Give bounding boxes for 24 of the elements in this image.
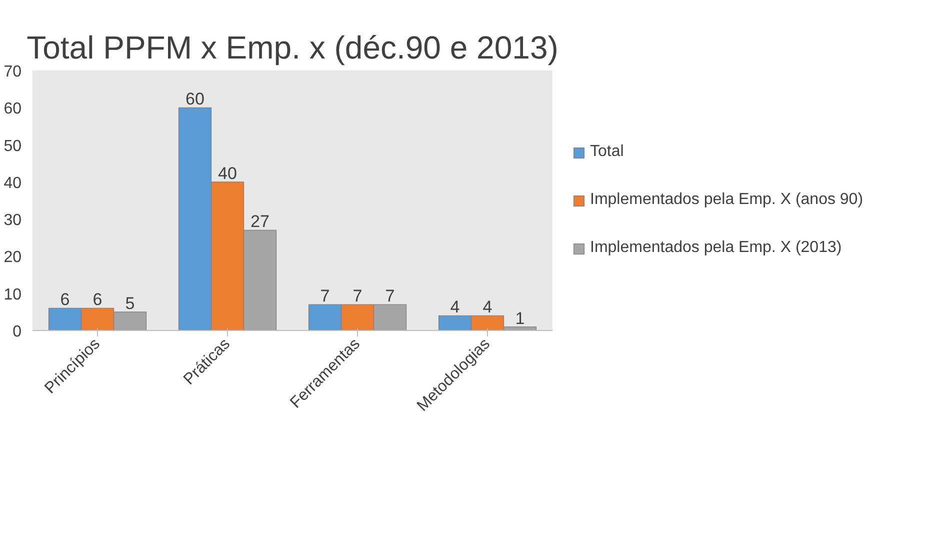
data-label: 40 — [218, 164, 237, 183]
data-label: 7 — [385, 286, 395, 306]
y-tick-label: 20 — [4, 249, 22, 266]
data-label: 5 — [125, 294, 135, 313]
data-label: 1 — [515, 308, 525, 328]
y-tick-label: 60 — [4, 100, 22, 118]
legend-label: Total — [590, 143, 625, 161]
data-label: 6 — [60, 290, 70, 310]
y-tick-label: 70 — [4, 64, 22, 80]
y-tick-label: 50 — [4, 138, 22, 155]
y-tick-label: 40 — [4, 174, 22, 192]
data-label: 6 — [92, 290, 102, 310]
legend-label: Implementados pela Emp. X (anos 90) — [590, 191, 864, 209]
y-tick-label: 10 — [4, 286, 22, 304]
data-label: 4 — [482, 298, 492, 317]
chart-title: Total PPFM x Emp. x (déc.90 e 2013) — [26, 30, 558, 66]
data-label: 60 — [186, 90, 204, 109]
data-label: 7 — [320, 286, 330, 306]
legend-label: Implementados pela Emp. X (2013) — [590, 239, 843, 257]
data-label: 4 — [450, 298, 460, 317]
y-tick-label: 30 — [4, 212, 22, 230]
data-label: 27 — [250, 212, 270, 232]
y-tick-label: 0 — [12, 324, 22, 340]
data-label: 7 — [352, 286, 362, 306]
